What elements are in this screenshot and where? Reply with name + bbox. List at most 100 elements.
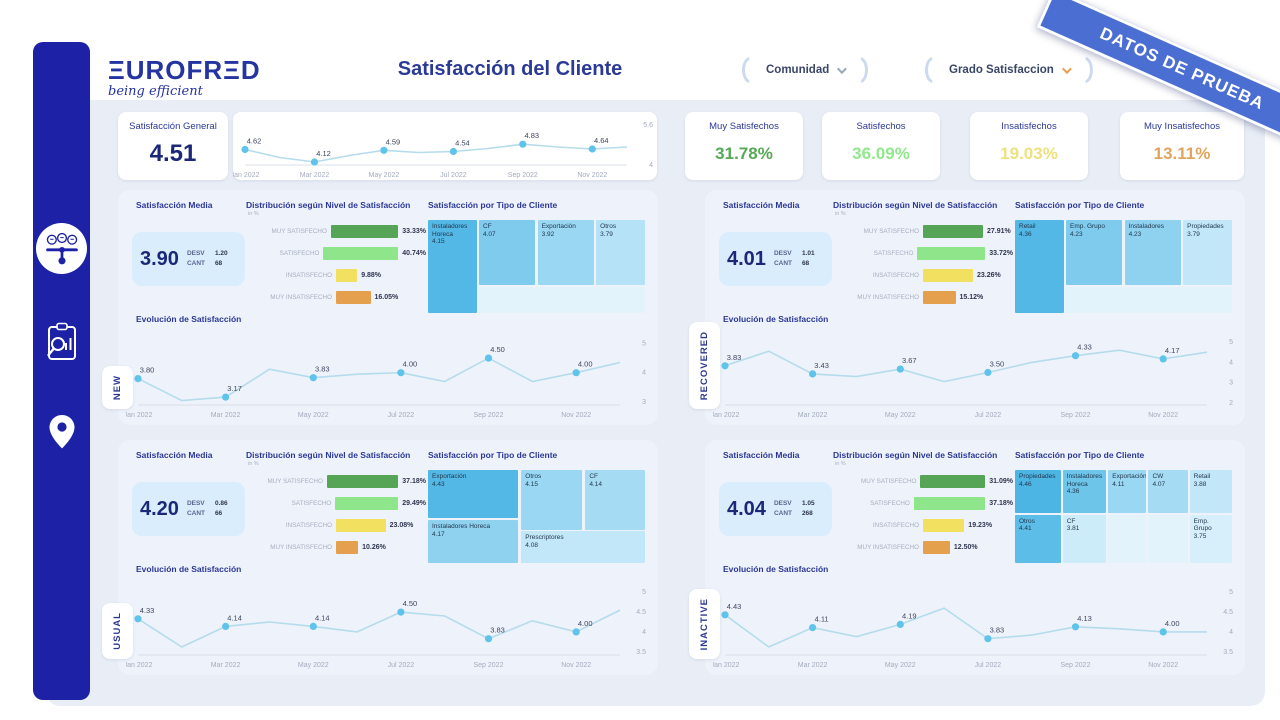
chevron-down-icon[interactable]: [1061, 63, 1072, 74]
svg-text:Nov 2022: Nov 2022: [561, 412, 591, 419]
data-point[interactable]: [1159, 628, 1167, 636]
svg-text:3: 3: [1229, 380, 1233, 387]
treemap-cell[interactable]: Retail 4.36: [1015, 220, 1064, 313]
treemap-cell[interactable]: Instaladores Horeca 4.15: [428, 220, 477, 313]
data-point[interactable]: [588, 145, 596, 153]
kpi-insatisfechos[interactable]: Insatisfechos 19.03%: [970, 112, 1088, 180]
distribution-label: MUY SATISFECHO: [271, 227, 327, 235]
distribution-bar[interactable]: [923, 518, 965, 532]
data-point[interactable]: [721, 611, 729, 619]
distribution-bar[interactable]: [917, 246, 986, 260]
data-point[interactable]: [1071, 623, 1080, 631]
distribution-bar[interactable]: [923, 268, 973, 282]
chevron-down-icon[interactable]: [837, 63, 848, 74]
distribution-bar[interactable]: [330, 224, 399, 238]
general-trend-chart[interactable]: 5.6 4 4.62 Jan 2022 4.12 Mar 2022 4.59 May 2022…: [231, 112, 657, 180]
data-point[interactable]: [222, 622, 230, 630]
treemap-cell[interactable]: Otros 4.41: [1015, 514, 1061, 563]
treemap-cell[interactable]: Propiedades 3.79: [1183, 220, 1232, 286]
evolution-chart[interactable]: 5 4 3 3.80 Jan 2022 3.17 Mar 2022 3.83 May 2022 4…: [124, 326, 650, 425]
treemap-cell[interactable]: Retail 3.88: [1189, 470, 1232, 513]
data-point[interactable]: [809, 370, 817, 378]
data-point[interactable]: [310, 158, 319, 166]
data-point[interactable]: [1159, 355, 1167, 363]
distribution-bar[interactable]: [923, 540, 950, 554]
segment-tab-inactive[interactable]: INACTIVE: [689, 588, 720, 659]
sidebar-item-locations[interactable]: [48, 414, 76, 455]
distribution-bar[interactable]: [323, 246, 399, 260]
treemap-cell[interactable]: Prescriptores 4.08: [521, 531, 645, 563]
sidebar-item-reports[interactable]: [45, 322, 79, 367]
data-point[interactable]: [809, 624, 817, 632]
data-point[interactable]: [572, 628, 580, 636]
media-box[interactable]: 4.01 DESV 1.01 CANT 68: [719, 232, 832, 286]
filter-comunidad[interactable]: Comunidad: [742, 56, 869, 84]
treemap-cell[interactable]: Instaladores Horeca 4.17: [428, 520, 519, 563]
treemap-cell[interactable]: Emp. Grupo 3.75: [1189, 514, 1232, 563]
data-point[interactable]: [572, 369, 580, 377]
data-point[interactable]: [309, 622, 317, 630]
treemap-cell[interactable]: Propiedades 4.46: [1015, 470, 1061, 513]
kpi-muy-satisfechos[interactable]: Muy Satisfechos 31.78%: [685, 112, 803, 180]
distribution-bar[interactable]: [923, 224, 983, 238]
general-satisfaction-card[interactable]: Satisfacción General 4.51: [118, 112, 228, 180]
treemap-cell[interactable]: Exportación 4.43: [428, 470, 519, 519]
data-point[interactable]: [397, 369, 405, 377]
kpi-satisfechos[interactable]: Satisfechos 36.09%: [822, 112, 940, 180]
data-point[interactable]: [134, 375, 142, 383]
distribution-bar[interactable]: [335, 496, 399, 510]
media-box[interactable]: 3.90 DESV 1.20 CANT 68: [132, 232, 245, 286]
treemap-cell[interactable]: CF 3.81: [1062, 514, 1107, 563]
treemap-cell-empty[interactable]: [478, 286, 645, 313]
data-point[interactable]: [484, 635, 493, 643]
treemap-cell-empty[interactable]: [1148, 514, 1188, 563]
treemap-cell[interactable]: Emp. Grupo 4.23: [1065, 220, 1123, 286]
treemap-cell[interactable]: CW 4.07: [1148, 470, 1188, 513]
media-box[interactable]: 4.20 DESV 0.86 CANT 66: [132, 482, 245, 536]
distribution-bar[interactable]: [336, 290, 371, 304]
treemap-cell[interactable]: Exportación 3.92: [537, 220, 594, 286]
segment-tab-usual[interactable]: USUAL: [102, 603, 133, 659]
media-box[interactable]: 4.04 DESV 1.05 CANT 268: [719, 482, 832, 536]
treemap-cell[interactable]: CF 4.07: [478, 220, 536, 286]
treemap-cell-empty[interactable]: [1108, 514, 1147, 563]
distribution-bar[interactable]: [326, 474, 399, 488]
distribution-bar[interactable]: [336, 540, 359, 554]
treemap-cell[interactable]: Instaladores 4.23: [1124, 220, 1181, 286]
data-point[interactable]: [484, 354, 493, 362]
data-point[interactable]: [134, 615, 142, 623]
treemap-cell[interactable]: Otros 3.79: [596, 220, 645, 286]
data-point[interactable]: [721, 362, 729, 370]
treemap-cell[interactable]: CF 4.14: [585, 470, 645, 530]
sidebar-item-satisfaction[interactable]: [36, 223, 87, 274]
filter-grado-satisfaccion[interactable]: Grado Satisfaccion: [925, 56, 1093, 84]
segment-tab-recovered[interactable]: RECOVERED: [689, 321, 720, 409]
distribution-bar[interactable]: [336, 268, 358, 282]
evolution-chart[interactable]: 5 4 3 2 3.83 Jan 2022 3.43 Mar 2022 3.67 May 2022…: [711, 326, 1237, 425]
evolution-chart[interactable]: 5 4.5 4 3.5 4.33 Jan 2022 4.14 Mar 2022 4.14 May …: [124, 576, 650, 675]
distribution-bar[interactable]: [913, 496, 986, 510]
data-point[interactable]: [984, 368, 992, 377]
data-point[interactable]: [309, 374, 317, 382]
data-point[interactable]: [222, 393, 230, 401]
treemap-cell-empty[interactable]: [1065, 286, 1232, 313]
treemap-cell[interactable]: Otros 4.15: [521, 470, 583, 530]
data-point[interactable]: [519, 140, 527, 148]
distribution-bar[interactable]: [920, 474, 986, 488]
data-point[interactable]: [896, 365, 904, 373]
data-point[interactable]: [397, 608, 405, 616]
treemap-cell[interactable]: Exportación 4.11: [1108, 470, 1147, 513]
data-point[interactable]: [1071, 352, 1080, 360]
segment-tab-new[interactable]: NEW: [102, 365, 133, 409]
distribution-bar[interactable]: [336, 518, 386, 532]
page-title: Satisfacción del Cliente: [397, 58, 623, 80]
data-point[interactable]: [984, 635, 992, 643]
treemap-cell[interactable]: Instaladores Horeca 4.36: [1062, 470, 1107, 513]
evolution-chart[interactable]: 5 4.5 4 3.5 4.43 Jan 2022 4.11 Mar 2022 4.19 May …: [711, 576, 1237, 675]
distribution-bar[interactable]: [923, 290, 956, 304]
kpi-muy-insatisfechos[interactable]: Muy Insatisfechos 13.11%: [1120, 112, 1244, 180]
data-point[interactable]: [449, 147, 457, 156]
data-point[interactable]: [241, 145, 249, 154]
data-point[interactable]: [896, 620, 904, 628]
data-point[interactable]: [380, 146, 388, 154]
